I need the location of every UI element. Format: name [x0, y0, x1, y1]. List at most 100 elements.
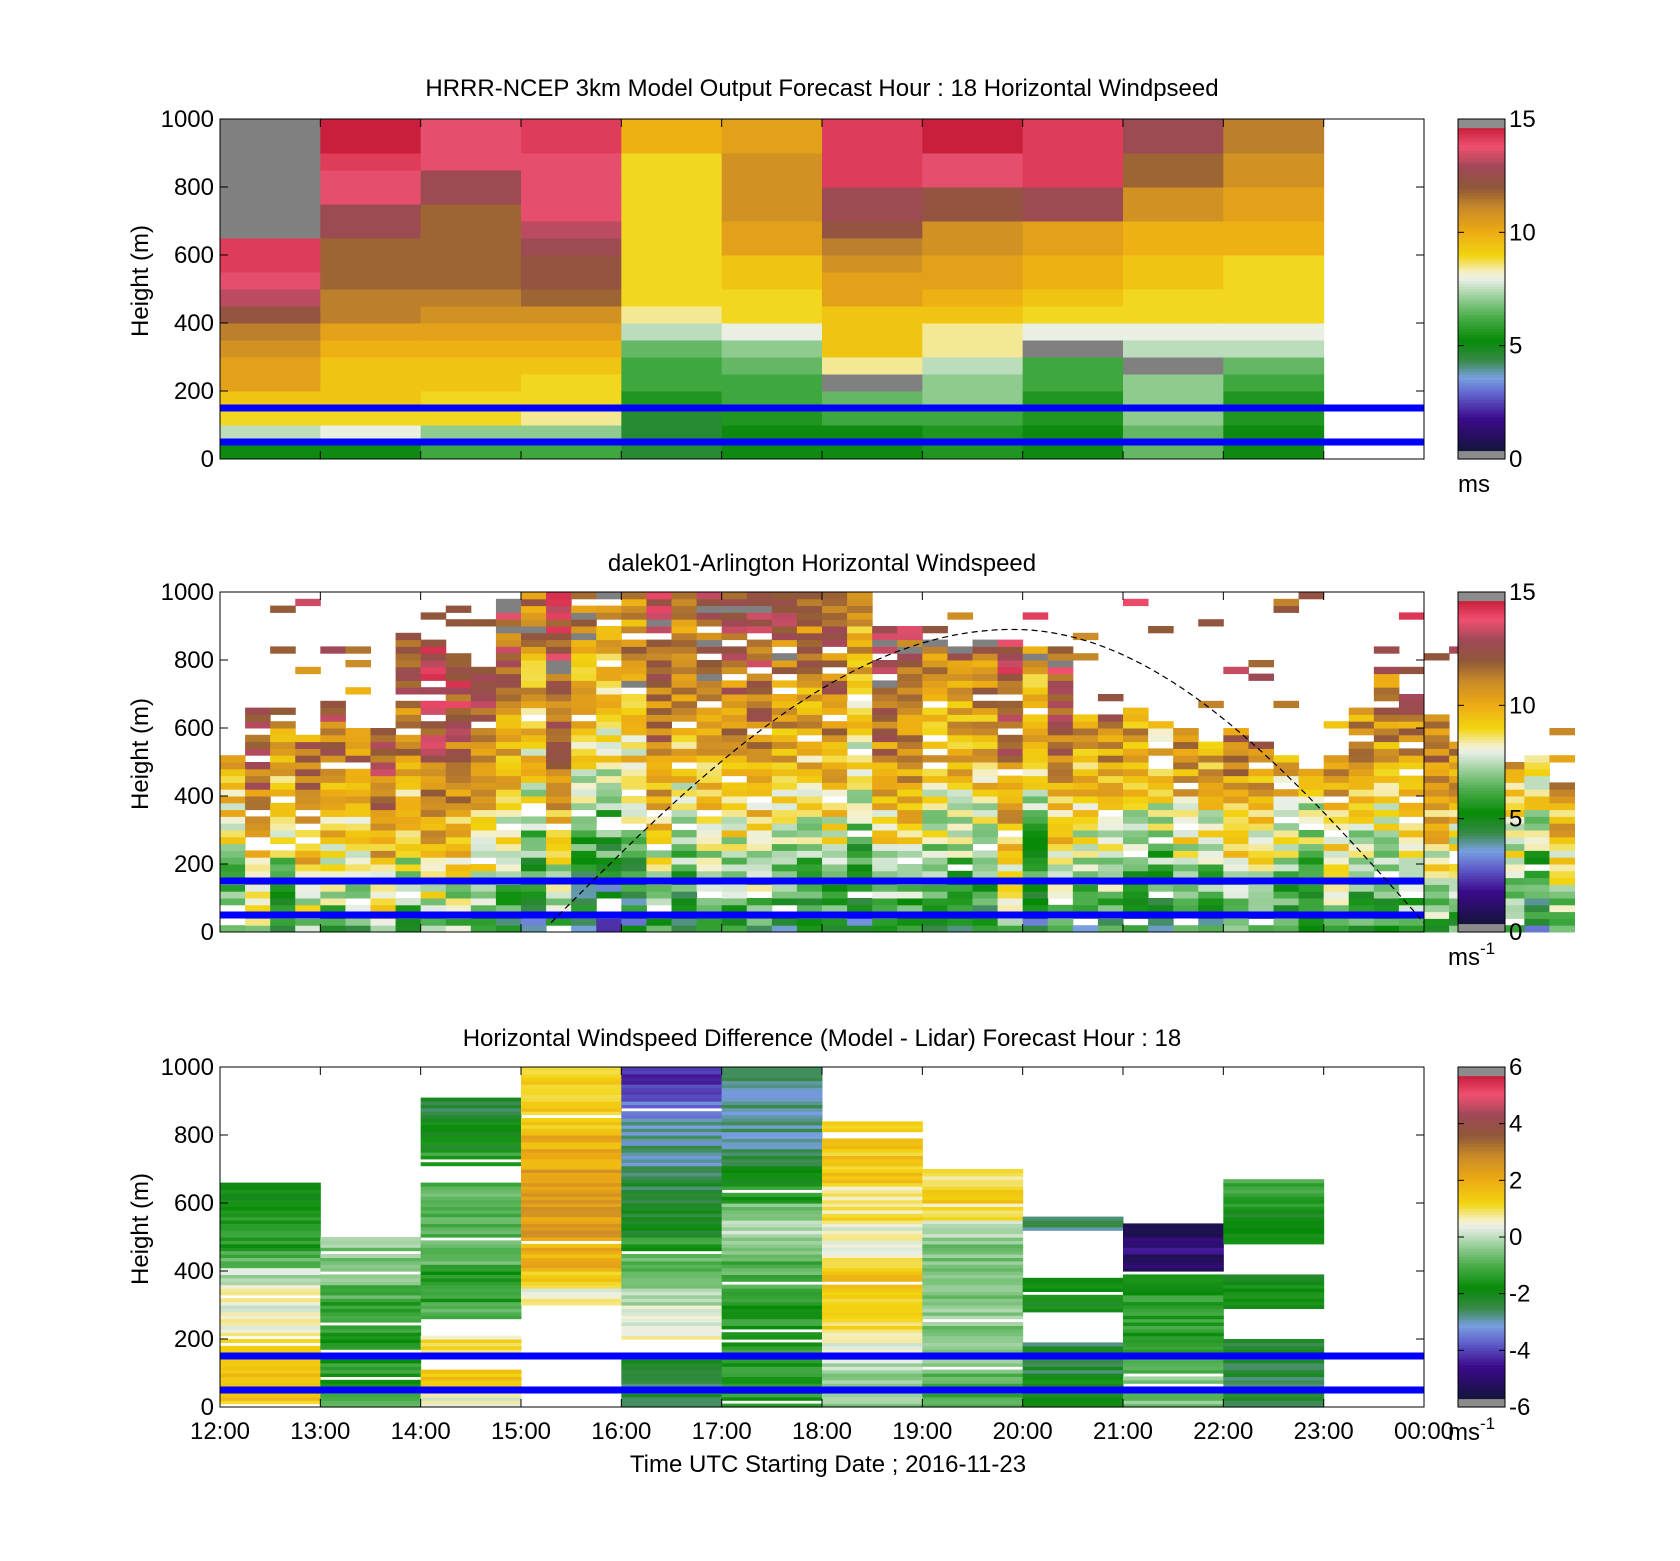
heatmap-cell: [1549, 830, 1575, 838]
heatmap-cell: [621, 1114, 723, 1119]
heatmap-cell: [370, 755, 397, 763]
colorbar-segment: [1458, 1367, 1505, 1371]
colorbar-unit-exponent: -1: [1480, 1414, 1495, 1433]
heatmap-cell: [1248, 904, 1274, 913]
colorbar-segment: [1458, 172, 1505, 177]
heatmap-cell: [320, 1277, 422, 1282]
heatmap-cell: [646, 755, 672, 763]
colorbar-segment: [1458, 1211, 1505, 1215]
heatmap-cell: [922, 830, 948, 838]
heatmap-cell: [1047, 918, 1074, 926]
heatmap-cell: [420, 639, 447, 647]
heatmap-cell: [345, 782, 371, 790]
heatmap-cell: [796, 823, 823, 831]
heatmap-cell: [1148, 802, 1174, 811]
heatmap-cell: [1022, 891, 1049, 899]
heatmap-cell: [721, 1284, 823, 1289]
heatmap-cell: [521, 1277, 622, 1282]
heatmap-cell: [847, 857, 873, 865]
heatmap-cell: [1148, 864, 1174, 872]
heatmap-cell: [771, 680, 798, 688]
heatmap-cell: [671, 809, 698, 817]
heatmap-cell: [495, 626, 522, 634]
heatmap-cell: [571, 612, 597, 620]
heatmap-cell: [1123, 1393, 1224, 1398]
heatmap-cell: [1123, 1369, 1224, 1374]
heatmap-cell: [771, 789, 798, 797]
heatmap-cell: [1173, 741, 1199, 749]
heatmap-cell: [922, 782, 948, 790]
heatmap-cell: [947, 700, 973, 709]
heatmap-cell: [220, 870, 246, 879]
heatmap-cell: [646, 694, 672, 702]
heatmap-cell: [220, 1192, 321, 1197]
heatmap-cell: [320, 1301, 422, 1306]
heatmap-cell: [746, 714, 773, 722]
heatmap-cell: [495, 728, 522, 736]
heatmap-cell: [621, 1373, 723, 1377]
heatmap-cell: [1123, 1362, 1224, 1367]
colorbar-segment: [1458, 773, 1505, 777]
heatmap-cell: [822, 442, 923, 460]
heatmap-cell: [470, 748, 497, 756]
heatmap-cell: [897, 741, 923, 749]
heatmap-cell: [1223, 898, 1249, 906]
heatmap-cell: [1148, 728, 1174, 736]
heatmap-cell: [721, 1097, 823, 1102]
heatmap-cell: [922, 1223, 1024, 1228]
heatmap-cell: [897, 666, 923, 675]
heatmap-cell: [571, 782, 597, 790]
heatmap-cell: [1022, 762, 1049, 770]
x-tick-label: 20:00: [993, 1418, 1053, 1445]
heatmap-cell: [822, 653, 848, 661]
heatmap-cell: [1123, 714, 1149, 722]
heatmap-cell: [621, 1379, 723, 1384]
heatmap-cell: [220, 843, 246, 851]
heatmap-cell: [521, 1077, 622, 1082]
heatmap-cell: [696, 707, 723, 715]
heatmap-cell: [1123, 1305, 1224, 1309]
heatmap-cell: [521, 1073, 622, 1078]
heatmap-cell: [621, 1206, 723, 1211]
heatmap-cell: [320, 741, 346, 749]
heatmap-cell: [696, 605, 723, 613]
heatmap-cell: [320, 1342, 422, 1347]
heatmap-cell: [621, 830, 647, 838]
heatmap-cell: [771, 782, 798, 790]
heatmap-cell: [897, 898, 923, 906]
heatmap-cell: [947, 680, 973, 688]
heatmap-cell: [1022, 1226, 1124, 1231]
y-axis-label: Height (m): [127, 1173, 154, 1285]
heatmap-cell: [972, 836, 999, 845]
heatmap-cell: [721, 1243, 823, 1248]
colorbar-segment: [1458, 688, 1505, 692]
heatmap-cell: [1148, 809, 1174, 817]
heatmap-cell: [947, 762, 973, 770]
heatmap-cell: [872, 796, 898, 804]
heatmap-cell: [220, 1383, 321, 1388]
heatmap-cell: [320, 1400, 422, 1405]
heatmap-cell: [420, 153, 522, 171]
heatmap-cell: [220, 1291, 321, 1296]
colorbar-segment: [1458, 597, 1505, 602]
heatmap-cell: [320, 1291, 422, 1296]
heatmap-cell: [922, 1257, 1024, 1262]
heatmap-cell: [621, 1226, 723, 1231]
heatmap-cell: [621, 221, 723, 239]
heatmap-cell: [1022, 830, 1049, 838]
heatmap-cell: [1148, 789, 1174, 797]
heatmap-cell: [420, 357, 522, 375]
heatmap-cell: [420, 1216, 522, 1221]
heatmap-cell: [822, 1264, 923, 1269]
colorbar-segment: [1458, 447, 1505, 452]
heatmap-cell: [1047, 646, 1074, 654]
heatmap-cell: [445, 898, 472, 906]
heatmap-cell: [495, 619, 522, 627]
colorbar-segment: [1458, 351, 1505, 355]
heatmap-cell: [721, 660, 748, 668]
heatmap-cell: [1047, 728, 1074, 736]
colorbar-segment: [1458, 436, 1505, 440]
heatmap-cell: [1123, 1349, 1224, 1354]
heatmap-cell: [897, 734, 923, 743]
